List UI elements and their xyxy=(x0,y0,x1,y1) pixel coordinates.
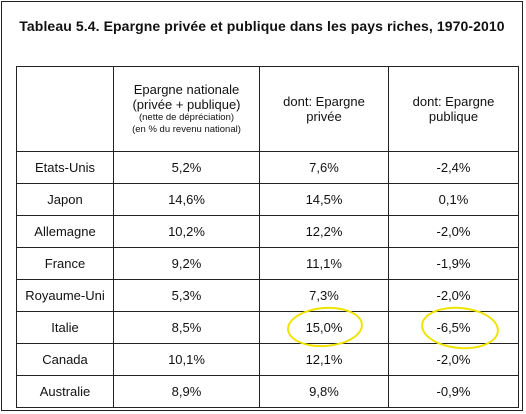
header-national-line4: (en % du revenu national) xyxy=(132,124,241,135)
table-row-italie: Italie 8,5% 15,0% -6,5% xyxy=(16,303,519,353)
country-cell: Etats-Unis xyxy=(16,151,114,184)
national-savings-cell: 14,6% xyxy=(113,183,260,216)
public-savings-value: -6,5% xyxy=(436,320,471,335)
table-row-royaume-uni: Royaume-Uni 5,3% 7,3% -2,0% xyxy=(16,279,519,312)
public-savings-cell: -2,0% xyxy=(388,279,519,312)
private-savings-cell: 7,6% xyxy=(259,151,389,184)
private-savings-cell: 11,1% xyxy=(259,247,389,280)
public-savings-cell: -1,9% xyxy=(388,247,519,280)
highlighted-value: -6,5% xyxy=(418,303,501,353)
country-cell: Australie xyxy=(16,375,114,408)
private-savings-cell: 7,3% xyxy=(259,279,389,312)
header-national-line3: (nette de dépréciation) xyxy=(138,112,235,123)
table-row-australie: Australie 8,9% 9,8% -0,9% xyxy=(16,375,519,408)
national-savings-cell: 5,2% xyxy=(113,151,260,184)
header-national-savings: Epargne nationale (privée + publique) (n… xyxy=(113,66,260,152)
public-savings-cell: -0,9% xyxy=(388,375,519,408)
public-savings-cell: 0,1% xyxy=(388,183,519,216)
header-national-line2: (privée + publique) xyxy=(132,97,241,112)
header-private-line2: privée xyxy=(306,109,342,124)
private-savings-cell: 15,0% xyxy=(259,304,389,350)
country-cell: Japon xyxy=(16,183,114,216)
national-savings-cell: 10,1% xyxy=(113,343,260,376)
table-row-etats-unis: Etats-Unis 5,2% 7,6% -2,4% xyxy=(16,151,519,184)
national-savings-cell: 8,5% xyxy=(113,311,260,344)
national-savings-cell: 9,2% xyxy=(113,247,260,280)
savings-table: Epargne nationale (privée + publique) (n… xyxy=(16,66,519,408)
header-public-savings: dont: Epargne publique xyxy=(388,66,519,152)
table-row-canada: Canada 10,1% 12,1% -2,0% xyxy=(16,343,519,376)
header-blank-cell xyxy=(16,66,114,152)
private-savings-cell: 12,1% xyxy=(259,343,389,376)
country-cell: Allemagne xyxy=(16,215,114,248)
table-row-allemagne: Allemagne 10,2% 12,2% -2,0% xyxy=(16,215,519,248)
table-title: Tableau 5.4. Epargne privée et publique … xyxy=(19,18,505,34)
country-cell: Royaume-Uni xyxy=(16,279,114,312)
header-national-line1: Epargne nationale xyxy=(133,82,240,97)
highlighted-value: 15,0% xyxy=(285,304,364,350)
national-savings-cell: 10,2% xyxy=(113,215,260,248)
private-savings-cell: 9,8% xyxy=(259,375,389,408)
national-savings-cell: 5,3% xyxy=(113,279,260,312)
country-cell: France xyxy=(16,247,114,280)
header-private-line1: dont: Epargne xyxy=(283,94,365,109)
private-savings-value: 15,0% xyxy=(305,320,343,335)
public-savings-cell: -2,0% xyxy=(388,215,519,248)
table-row-france: France 9,2% 11,1% -1,9% xyxy=(16,247,519,280)
header-public-line1: dont: Epargne xyxy=(412,94,495,109)
header-row: Epargne nationale (privée + publique) (n… xyxy=(16,66,519,152)
public-savings-cell: -2,4% xyxy=(388,151,519,184)
table-row-japon: Japon 14,6% 14,5% 0,1% xyxy=(16,183,519,216)
country-cell: Canada xyxy=(16,343,114,376)
private-savings-cell: 12,2% xyxy=(259,215,389,248)
national-savings-cell: 8,9% xyxy=(113,375,260,408)
country-cell: Italie xyxy=(16,311,114,344)
header-public-line2: publique xyxy=(428,109,479,124)
private-savings-cell: 14,5% xyxy=(259,183,389,216)
header-private-savings: dont: Epargne privée xyxy=(259,66,389,152)
public-savings-cell: -6,5% xyxy=(388,303,519,353)
